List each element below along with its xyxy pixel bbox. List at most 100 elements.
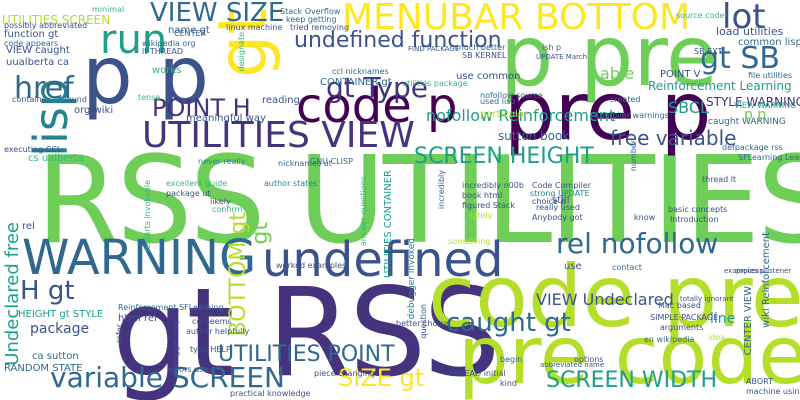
word-lt-thread: lt THREAD bbox=[142, 47, 184, 56]
word-rss-utilities: RSS UTILITIES bbox=[36, 132, 800, 271]
word-reinforcement-sflearning: Reinforcement SFLearning bbox=[118, 303, 224, 312]
word-something: something bbox=[448, 237, 491, 246]
word-contains: contains bbox=[12, 95, 46, 104]
word-works: works bbox=[152, 65, 182, 76]
word-question: question bbox=[419, 304, 428, 339]
word-thread-initial: THREAD initial bbox=[448, 369, 506, 378]
word-nicknames-ut: nicknames ut bbox=[278, 159, 332, 168]
word-free-variable: free variable bbox=[610, 126, 737, 150]
word-screen-width: SCREEN WIDTH bbox=[546, 368, 718, 393]
word-utilities-view: UTILITIES VIEW bbox=[142, 115, 415, 156]
word-menubar-bottom: MENUBAR BOTTOM bbox=[342, 0, 691, 38]
word-code-pre: code pre bbox=[428, 247, 800, 347]
word-p-p-large: p p bbox=[82, 29, 209, 122]
word-thread-lt: thread lt bbox=[702, 175, 737, 184]
word-gt-sb: gt SB bbox=[700, 41, 780, 76]
word-sflearning-learning: SFLearning Learning bbox=[738, 153, 800, 162]
word-caught-warning: caught WARNING bbox=[708, 117, 786, 127]
word-utilities-container: UTILITIES CONTAINER bbox=[383, 170, 394, 279]
word-possibly-abbreviated: possibly abbreviated bbox=[4, 21, 88, 30]
word-utilities-screen: UTILITIES SCREEN bbox=[2, 13, 111, 27]
word-warning: WARNING bbox=[22, 230, 257, 286]
word-confirm: confirm bbox=[212, 205, 243, 214]
word-much-better: much better bbox=[456, 43, 506, 52]
word-created: created bbox=[610, 95, 641, 104]
word-ualberta-ca: uualberta ca bbox=[6, 57, 70, 68]
word-wiki-reinforcement: wiki Reinforcement bbox=[761, 232, 772, 328]
word-abbreviated-name: abbreviated name bbox=[540, 361, 605, 369]
word-package: package bbox=[30, 321, 90, 337]
word-view-undeclared: VIEW Undeclared bbox=[536, 290, 674, 309]
word-gt-vertical-2: gt bbox=[248, 222, 273, 245]
word-still: still bbox=[552, 195, 570, 206]
word-worked-examples: worked examples bbox=[276, 261, 347, 270]
word-utilities-package: utilities package bbox=[402, 79, 468, 88]
word-used-lisp: used lisp bbox=[480, 97, 516, 106]
word-file-utilities: file utilities bbox=[748, 71, 793, 80]
word-process-listener: process listener bbox=[736, 267, 792, 275]
word-examples-p: examples p bbox=[724, 267, 765, 275]
word-tense: tense bbox=[138, 93, 161, 102]
word-lgtely: lgtely bbox=[470, 211, 493, 220]
word-load-utilities: load utilities bbox=[716, 25, 784, 38]
word-center-view: CENTER VIEW bbox=[743, 286, 754, 356]
word-never-really: never really bbox=[198, 157, 246, 166]
word-center: CENTER bbox=[174, 29, 207, 38]
word-gt-type: gt Type bbox=[326, 71, 428, 104]
word-nofollow-reinforcement: nofollow Reinforcement bbox=[426, 106, 616, 125]
word-designate: designate bbox=[237, 32, 246, 72]
word-nofollow-source: nofollow source bbox=[480, 91, 543, 100]
word-piece-changing: piece changing bbox=[314, 369, 375, 378]
word-kind: kind bbox=[500, 379, 518, 388]
word-wikipedia-org: wikipedia org bbox=[142, 39, 196, 48]
word-incredibly: incredibly bbox=[437, 170, 446, 210]
word-ish-p: ish p bbox=[542, 43, 562, 52]
word-code-p: code p bbox=[296, 78, 458, 134]
word-undefined: undefined bbox=[262, 232, 504, 288]
word-mac-based: Mac based bbox=[658, 301, 701, 310]
word-line: line bbox=[710, 311, 736, 327]
word-pre-code: pre code bbox=[458, 309, 800, 400]
word-incredibly-n00b: incredibly n00b bbox=[462, 181, 524, 190]
word-ccl-nicknames: ccl nicknames bbox=[332, 67, 389, 76]
word-source-code: source code bbox=[676, 11, 725, 20]
word-strong-update: strong UPDATE bbox=[530, 189, 590, 198]
word-totally-ignorant: totally ignorant bbox=[680, 295, 734, 303]
word-sbcl: SBCL bbox=[668, 98, 709, 117]
word-author-states: author states bbox=[264, 179, 318, 188]
word-idea: idea bbox=[708, 333, 726, 342]
word-package-ut: package ut bbox=[166, 189, 211, 198]
word-container-gt: CONTAINER gt bbox=[320, 77, 392, 88]
word-refer: refer bbox=[115, 324, 124, 344]
word-machine-using: machine using bbox=[746, 387, 800, 396]
word-href: href bbox=[14, 71, 74, 106]
word-common-lisp: common lisp bbox=[738, 37, 800, 48]
word-contact: contact bbox=[612, 263, 642, 272]
word-name-gt: name gt bbox=[168, 25, 210, 36]
word-height-gt-style: HEIGHT gt STYLE bbox=[18, 309, 104, 320]
word-author-helpfully: author helpfully bbox=[186, 327, 250, 336]
word-tried-removing: tried removing bbox=[290, 23, 350, 32]
word-size-gt: SIZE gt bbox=[338, 364, 425, 392]
word-anybody-got: Anybody got bbox=[532, 213, 583, 222]
word-debugger-invoked: debugger invoked bbox=[407, 238, 417, 320]
word-cs-ualberta: cs ualberta bbox=[28, 153, 84, 164]
word-sutton-book: sutton book bbox=[498, 129, 570, 143]
word-pre-p: pre p bbox=[504, 65, 712, 158]
word-find-package: FIND PACKAGE bbox=[408, 45, 460, 53]
word-choice-p: choice p bbox=[532, 197, 566, 206]
word-type-help: type HELP bbox=[190, 345, 231, 354]
word-code-compiler: Code Compiler bbox=[532, 181, 592, 190]
word-reading: reading bbox=[262, 95, 300, 106]
word-found: found bbox=[64, 95, 87, 104]
word-h-gt: H gt bbox=[20, 276, 75, 306]
word-undeclared-free: Undeclared free bbox=[2, 222, 23, 366]
word-errors-using: errors using bbox=[168, 365, 216, 374]
word-random-state: RANDOM STATE bbox=[4, 363, 83, 374]
word-view-size: VIEW SIZE bbox=[150, 0, 285, 28]
word-begin: begin bbox=[500, 355, 523, 364]
word-rel-nofollow: rel nofollow bbox=[556, 227, 719, 260]
word-introduction: Introduction bbox=[670, 215, 719, 224]
word-stack-overflow: Stack Overflow bbox=[280, 7, 341, 16]
